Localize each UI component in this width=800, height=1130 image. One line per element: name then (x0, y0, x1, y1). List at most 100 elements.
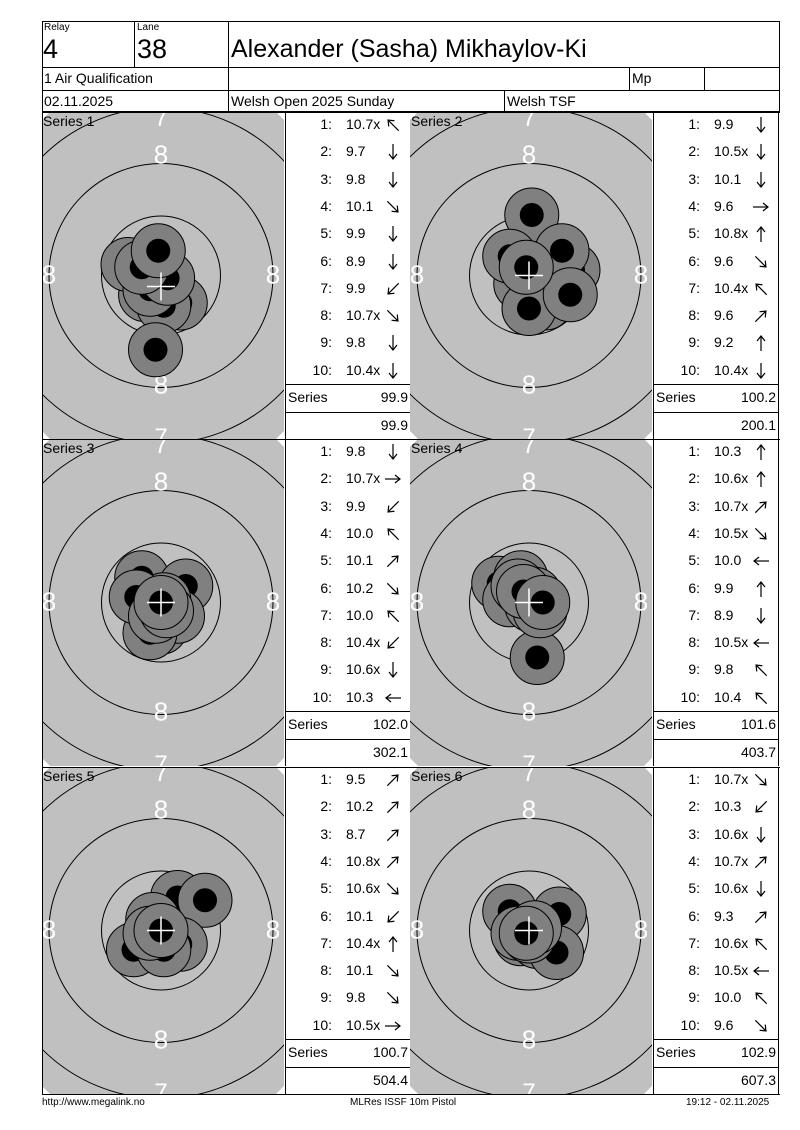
shot-number: 5: (688, 225, 700, 242)
series-total-row: Series 99.9 (286, 384, 410, 413)
series-title: Series 4 (411, 440, 463, 456)
shot-number: 10: (312, 688, 332, 705)
ring-label: 8 (522, 467, 536, 497)
shot-row: 7: 10.4x (654, 280, 780, 307)
direction-arrow-icon (756, 117, 766, 133)
shot-number: 1: (688, 443, 700, 459)
shot-row: 6: 9.6 (654, 253, 780, 280)
competition-date: 02.11.2025 (44, 93, 114, 109)
shot-list: 1: 10.7x 2: 10.3 3: 10.6x 4: 10.7x 5: 10.6x 6: 9.3 7… (653, 767, 779, 1094)
series-total-value: 102.9 (740, 1044, 776, 1060)
direction-arrow-icon (387, 500, 400, 513)
series-total-row: Series 102.9 (654, 1039, 778, 1068)
shot-score: 10.5x (714, 143, 749, 160)
shot-row: 6: 8.9 (286, 253, 412, 280)
shot-score: 10.8x (714, 225, 749, 242)
target-panel: 8 8 8 8 7 7 (410, 439, 652, 766)
footer-url[interactable]: http://www.megalink.no (42, 1097, 145, 1108)
target-ring (48, 490, 274, 715)
ring-label: 8 (154, 467, 168, 497)
shot-score: 9.5 (346, 771, 366, 787)
shot-score: 9.8 (346, 334, 366, 351)
target-ring (469, 870, 589, 991)
shot-number: 2: (688, 470, 700, 487)
shot-number: 3: (688, 825, 700, 842)
shot-number: 1: (320, 771, 332, 787)
direction-arrow-icon (756, 144, 766, 161)
direction-arrow-icon (388, 335, 398, 352)
shot-number: 7: (688, 934, 700, 951)
direction-arrow-icon (755, 664, 768, 677)
series-total-label: Series (288, 389, 328, 405)
shot-row: 2: 10.2 (286, 798, 412, 825)
shot-score: 10.2 (346, 579, 374, 596)
shot-score: 9.9 (346, 225, 366, 242)
direction-arrow-icon (387, 282, 400, 295)
shot-score: 10.7x (714, 497, 749, 514)
shot-row: 4: 10.0 (286, 525, 412, 552)
shot-score: 10.6x (714, 470, 749, 487)
shot-hole (504, 187, 560, 243)
shot-number: 10: (680, 361, 700, 378)
shot-score: 10.6x (714, 880, 749, 897)
group-center-mark (147, 588, 175, 617)
series-total-value: 101.6 (740, 716, 776, 732)
group-center-mark (147, 916, 175, 945)
shot-number: 7: (688, 279, 700, 296)
shot-number: 5: (320, 552, 332, 569)
target-panel: 8 8 8 8 7 7 (42, 767, 284, 1094)
shot-score: 10.1 (346, 197, 374, 214)
ring-label: 8 (42, 915, 56, 945)
shot-row: 9: 9.8 (654, 661, 780, 688)
direction-arrow-icon (755, 801, 768, 813)
footer-system: MLRes ISSF 10m Pistol (350, 1097, 457, 1108)
shot-score: 10.1 (346, 907, 374, 924)
shot-number: 3: (320, 497, 332, 514)
shot-number: 1: (688, 771, 700, 787)
shot-number: 4: (320, 524, 332, 541)
cumulative-total-value: 403.7 (740, 744, 776, 760)
cumulative-total-row: 607.3 (654, 1067, 778, 1093)
header-grid (42, 21, 780, 112)
shot-number: 8: (320, 962, 332, 979)
direction-arrow-icon (754, 527, 767, 540)
direction-arrow-icon (753, 966, 769, 976)
shot-number: 2: (320, 798, 332, 815)
shot-row: 2: 10.6x (654, 470, 780, 497)
shot-hole (128, 322, 183, 378)
ring-label: 8 (522, 370, 536, 400)
series-total-label: Series (288, 1044, 328, 1060)
shot-score: 10.7x (714, 852, 749, 869)
ring-label: 8 (154, 140, 168, 170)
group-center-mark (147, 272, 175, 301)
shot-row: 8: 10.1 (286, 962, 412, 989)
shot-row: 5: 10.6x (654, 880, 780, 907)
shot-number: 5: (320, 880, 332, 897)
target-ring (101, 542, 221, 663)
shot-score: 10.0 (346, 524, 374, 541)
shot-hole (498, 905, 554, 961)
shot-number: 9: (688, 661, 700, 678)
shot-number: 10: (680, 688, 700, 705)
shot-number: 9: (320, 334, 332, 351)
shot-row: 10: 10.4 (654, 689, 780, 716)
direction-arrow-icon (387, 637, 400, 649)
shot-row: 5: 9.9 (286, 225, 412, 252)
shot-row: 1: 9.8 (286, 443, 412, 470)
target-ring (48, 818, 274, 1043)
shot-row: 10: 10.3 (286, 689, 412, 716)
shot-score: 10.6x (714, 934, 749, 951)
ring-label: 8 (266, 587, 280, 617)
lane-value: 38 (137, 34, 168, 64)
direction-arrow-icon (386, 200, 399, 213)
direction-arrow-icon (756, 444, 766, 460)
shot-hole (130, 223, 186, 279)
shot-row: 1: 10.7x (286, 116, 412, 143)
cumulative-total-value: 504.4 (372, 1072, 408, 1088)
shot-row: 9: 9.2 (654, 334, 780, 361)
ring-label: 8 (42, 260, 56, 290)
divider (42, 90, 780, 91)
shot-score: 10.7x (346, 116, 381, 132)
shot-row: 8: 10.5x (654, 962, 780, 989)
ring-label: 8 (154, 795, 168, 825)
